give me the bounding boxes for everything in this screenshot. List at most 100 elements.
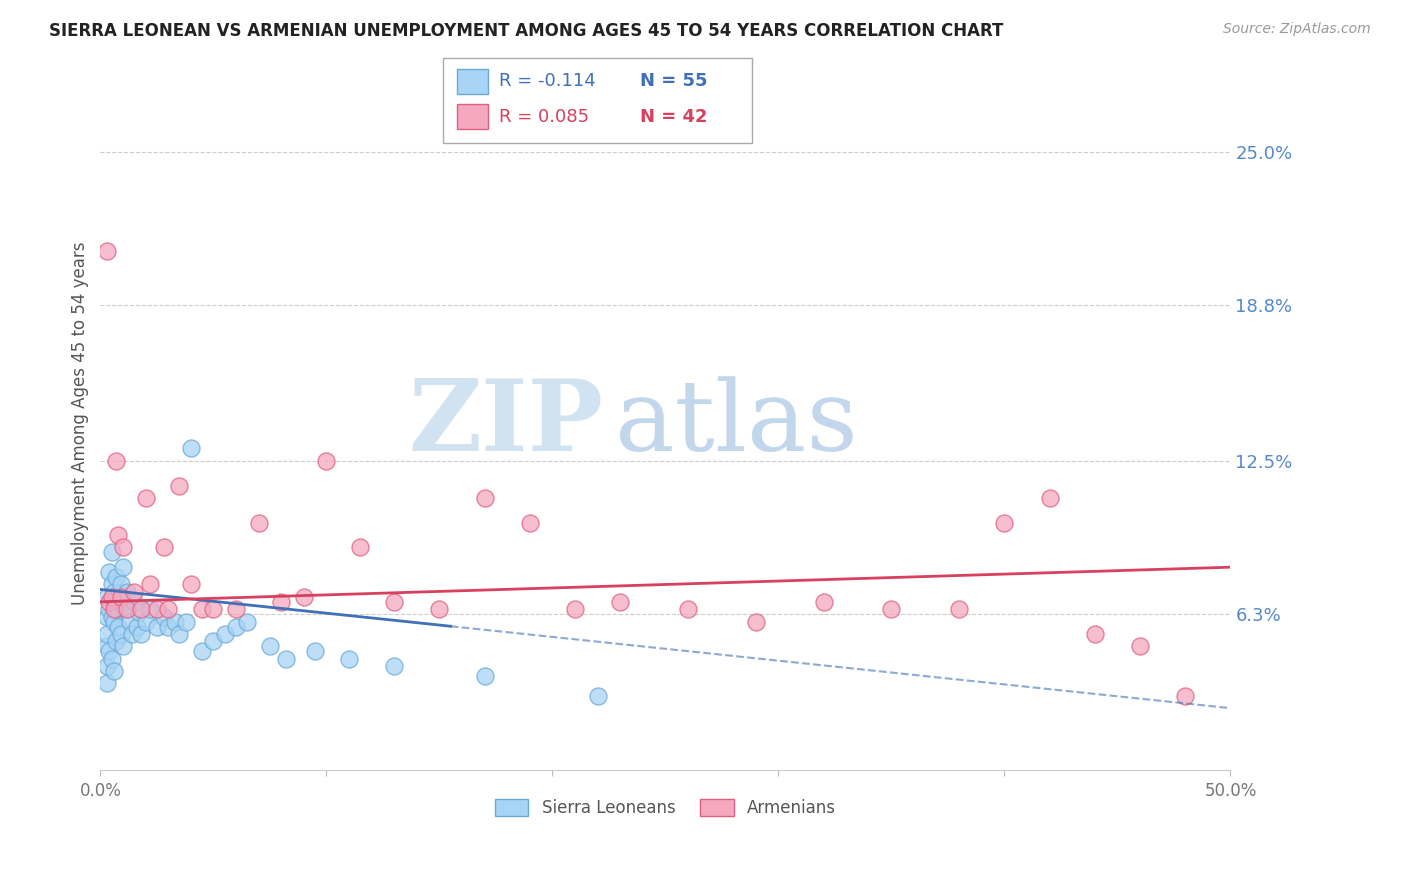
Point — [135, 615, 157, 629]
Point — [105, 454, 128, 468]
Point — [98, 565, 121, 579]
Point — [96, 244, 118, 258]
Point — [110, 627, 132, 641]
Point — [214, 627, 236, 641]
Point — [813, 595, 835, 609]
Point — [169, 627, 191, 641]
Point — [121, 627, 143, 641]
Point — [948, 602, 970, 616]
Point — [180, 442, 202, 456]
Point — [139, 577, 162, 591]
Point — [96, 640, 118, 654]
Point — [519, 516, 541, 530]
Point — [129, 602, 152, 616]
Text: Source: ZipAtlas.com: Source: ZipAtlas.com — [1223, 22, 1371, 37]
Point — [225, 602, 247, 616]
Point — [100, 651, 122, 665]
Point — [96, 609, 118, 624]
Point — [202, 602, 225, 616]
Point — [146, 602, 169, 616]
Point — [96, 659, 118, 673]
Point — [174, 615, 197, 629]
Text: atlas: atlas — [614, 376, 858, 472]
Point — [1039, 491, 1062, 505]
Point — [315, 454, 337, 468]
Point — [191, 644, 214, 658]
Point — [474, 669, 496, 683]
Point — [146, 619, 169, 633]
Point — [202, 634, 225, 648]
Point — [105, 602, 128, 616]
Point — [586, 689, 609, 703]
Point — [270, 595, 292, 609]
Point — [103, 585, 125, 599]
Point — [337, 651, 360, 665]
Point — [100, 609, 122, 624]
Point — [98, 602, 121, 616]
Text: ZIP: ZIP — [408, 376, 603, 472]
Point — [117, 602, 139, 616]
Point — [382, 595, 405, 609]
Point — [100, 577, 122, 591]
Point — [676, 602, 699, 616]
Point — [1084, 627, 1107, 641]
Point — [1174, 689, 1197, 703]
Point — [609, 595, 631, 609]
Point — [117, 585, 139, 599]
Point — [125, 619, 148, 633]
Point — [429, 602, 451, 616]
Text: N = 55: N = 55 — [640, 72, 707, 90]
Point — [474, 491, 496, 505]
Point — [111, 541, 134, 555]
Point — [98, 595, 121, 609]
Point — [96, 590, 118, 604]
Point — [111, 560, 134, 574]
Text: SIERRA LEONEAN VS ARMENIAN UNEMPLOYMENT AMONG AGES 45 TO 54 YEARS CORRELATION CH: SIERRA LEONEAN VS ARMENIAN UNEMPLOYMENT … — [49, 22, 1004, 40]
Point — [105, 570, 128, 584]
Point — [122, 595, 145, 609]
Point — [96, 676, 118, 690]
Point — [110, 577, 132, 591]
Point — [110, 590, 132, 604]
Point — [139, 602, 162, 616]
Point — [96, 627, 118, 641]
Point — [1129, 640, 1152, 654]
Point — [105, 634, 128, 648]
Y-axis label: Unemployment Among Ages 45 to 54 years: Unemployment Among Ages 45 to 54 years — [72, 242, 89, 606]
Point — [225, 619, 247, 633]
Point — [100, 545, 122, 559]
Point — [169, 478, 191, 492]
Point — [292, 590, 315, 604]
Point — [259, 640, 281, 654]
Point — [122, 585, 145, 599]
Point — [180, 577, 202, 591]
Point — [191, 602, 214, 616]
Point — [152, 609, 174, 624]
Point — [100, 590, 122, 604]
Text: R = 0.085: R = 0.085 — [499, 108, 589, 126]
Point — [107, 590, 129, 604]
Point — [118, 615, 141, 629]
Point — [880, 602, 903, 616]
Point — [163, 615, 186, 629]
Point — [128, 605, 150, 619]
Point — [98, 644, 121, 658]
Point — [745, 615, 768, 629]
Legend: Sierra Leoneans, Armenians: Sierra Leoneans, Armenians — [488, 792, 842, 824]
Point — [103, 602, 125, 616]
Point — [157, 602, 180, 616]
Point — [111, 640, 134, 654]
Point — [993, 516, 1015, 530]
Text: R = -0.114: R = -0.114 — [499, 72, 596, 90]
Point — [274, 651, 297, 665]
Point — [103, 664, 125, 678]
Point — [157, 619, 180, 633]
Point — [382, 659, 405, 673]
Point — [107, 528, 129, 542]
Point — [349, 541, 371, 555]
Point — [564, 602, 586, 616]
Point — [107, 619, 129, 633]
Point — [304, 644, 326, 658]
Point — [236, 615, 259, 629]
Point — [103, 615, 125, 629]
